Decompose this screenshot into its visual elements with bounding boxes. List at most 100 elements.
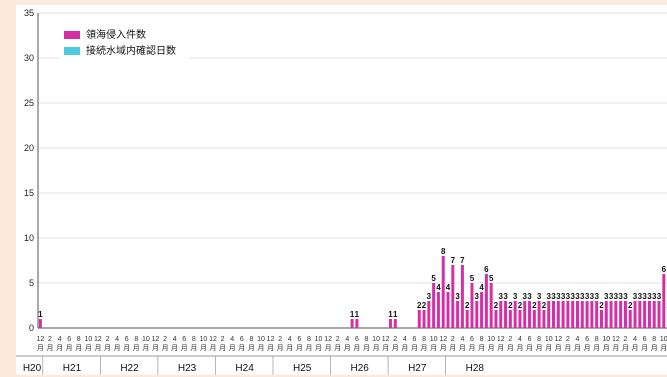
data-label-magenta: 3 bbox=[580, 292, 585, 301]
bar-magenta bbox=[417, 310, 421, 328]
data-label-magenta: 3 bbox=[623, 292, 628, 301]
bar-magenta bbox=[585, 301, 589, 328]
legend-swatch-cyan bbox=[64, 47, 80, 55]
x-tick-month: 4 bbox=[403, 336, 407, 343]
x-tick-month: 12 bbox=[267, 336, 275, 343]
bar-magenta bbox=[552, 301, 555, 328]
x-tick-month-suffix: 月 bbox=[468, 344, 475, 352]
x-tick-month-suffix: 月 bbox=[507, 344, 514, 352]
x-tick-month-suffix: 月 bbox=[478, 344, 485, 352]
x-tick-month-suffix: 月 bbox=[142, 344, 149, 352]
bar-magenta bbox=[388, 319, 392, 328]
era-label: H27 bbox=[408, 363, 427, 374]
x-tick-month: 4 bbox=[576, 336, 580, 343]
bar-magenta bbox=[532, 310, 536, 328]
x-tick-month-suffix: 月 bbox=[85, 344, 92, 352]
data-label-magenta: 6 bbox=[662, 265, 667, 274]
bar-magenta bbox=[422, 310, 426, 328]
x-tick-month: 12 bbox=[152, 336, 160, 343]
x-tick-month-suffix: 月 bbox=[66, 344, 73, 352]
x-tick-month-suffix: 月 bbox=[392, 344, 399, 352]
x-tick-month-suffix: 月 bbox=[219, 344, 226, 352]
x-tick-month: 2 bbox=[106, 336, 110, 343]
x-tick-month: 8 bbox=[365, 336, 369, 343]
legend-label-cyan: 接続水域内確認日数 bbox=[86, 44, 176, 57]
x-tick-month-suffix: 月 bbox=[584, 344, 591, 352]
data-label-magenta: 3 bbox=[427, 292, 432, 301]
bar-magenta bbox=[427, 301, 431, 328]
x-tick-month-suffix: 月 bbox=[133, 344, 140, 352]
x-tick-month: 6 bbox=[528, 336, 532, 343]
x-tick-month: 4 bbox=[633, 336, 637, 343]
x-tick-month-suffix: 月 bbox=[344, 344, 351, 352]
data-label-magenta: 5 bbox=[431, 274, 436, 283]
x-tick-month: 12 bbox=[439, 336, 447, 343]
bar-magenta bbox=[446, 292, 450, 328]
y-tick-label: 35 bbox=[24, 8, 34, 18]
x-tick-month: 12 bbox=[324, 336, 332, 343]
y-tick-label: 25 bbox=[24, 98, 34, 108]
x-tick-month: 8 bbox=[77, 336, 81, 343]
x-tick-month: 6 bbox=[182, 336, 186, 343]
x-tick-month-suffix: 月 bbox=[171, 344, 178, 352]
data-label-magenta: 1 bbox=[388, 310, 393, 319]
x-tick-month-suffix: 月 bbox=[181, 344, 188, 352]
data-label-magenta: 2 bbox=[628, 301, 633, 310]
bar-magenta bbox=[571, 301, 575, 328]
x-tick-month: 8 bbox=[192, 336, 196, 343]
x-tick-month-suffix: 月 bbox=[545, 344, 552, 352]
bar-magenta bbox=[561, 301, 565, 328]
x-tick-month-suffix: 月 bbox=[325, 344, 332, 352]
x-tick-month: 10 bbox=[315, 336, 323, 343]
data-label-magenta: 3 bbox=[642, 292, 647, 301]
data-label-magenta: 7 bbox=[460, 256, 465, 265]
bar-magenta bbox=[609, 301, 613, 328]
x-tick-month-suffix: 月 bbox=[75, 344, 82, 352]
bar-magenta bbox=[614, 301, 618, 328]
x-tick-month: 2 bbox=[48, 336, 52, 343]
bar-magenta bbox=[566, 301, 570, 328]
x-tick-month: 12 bbox=[36, 336, 44, 343]
x-tick-month-suffix: 月 bbox=[296, 344, 303, 352]
y-tick-label: 30 bbox=[24, 53, 34, 63]
data-label-magenta: 3 bbox=[537, 292, 542, 301]
bar-magenta bbox=[633, 301, 637, 328]
x-tick-month: 2 bbox=[221, 336, 225, 343]
x-tick-month-suffix: 月 bbox=[536, 344, 543, 352]
x-tick-month-suffix: 月 bbox=[593, 344, 600, 352]
data-label-magenta: 3 bbox=[455, 292, 460, 301]
x-tick-month-suffix: 月 bbox=[229, 344, 236, 352]
x-tick-month-suffix: 月 bbox=[363, 344, 370, 352]
x-tick-month: 4 bbox=[345, 336, 349, 343]
x-tick-month: 6 bbox=[240, 336, 244, 343]
x-tick-month-suffix: 月 bbox=[603, 344, 610, 352]
legend-label-magenta: 領海侵入件数 bbox=[86, 28, 146, 41]
y-tick-label: 15 bbox=[24, 188, 34, 198]
x-tick-month: 12 bbox=[497, 336, 505, 343]
bar-magenta bbox=[556, 301, 560, 328]
bar-magenta bbox=[475, 301, 479, 328]
x-tick-month: 4 bbox=[173, 336, 177, 343]
bar-magenta bbox=[619, 301, 623, 328]
x-tick-month: 4 bbox=[518, 336, 522, 343]
x-tick-month: 10 bbox=[257, 336, 265, 343]
bar-magenta bbox=[508, 310, 512, 328]
bar-magenta bbox=[494, 310, 498, 328]
x-tick-month-suffix: 月 bbox=[488, 344, 495, 352]
x-tick-month: 8 bbox=[422, 336, 426, 343]
bar-magenta bbox=[643, 301, 647, 328]
x-tick-month: 6 bbox=[585, 336, 589, 343]
data-label-magenta: 3 bbox=[546, 292, 551, 301]
x-tick-month: 8 bbox=[480, 336, 484, 343]
data-label-magenta: 3 bbox=[503, 292, 508, 301]
data-label-magenta: 1 bbox=[355, 310, 360, 319]
data-label-magenta: 8 bbox=[441, 247, 446, 256]
bar-magenta bbox=[547, 301, 551, 328]
legend-swatch-magenta bbox=[64, 31, 80, 39]
x-tick-month-suffix: 月 bbox=[238, 344, 245, 352]
data-label-magenta: 2 bbox=[599, 301, 604, 310]
x-tick-month-suffix: 月 bbox=[622, 344, 629, 352]
data-label-magenta: 1 bbox=[350, 310, 355, 319]
x-tick-month: 10 bbox=[372, 336, 380, 343]
x-tick-month-suffix: 月 bbox=[564, 344, 571, 352]
